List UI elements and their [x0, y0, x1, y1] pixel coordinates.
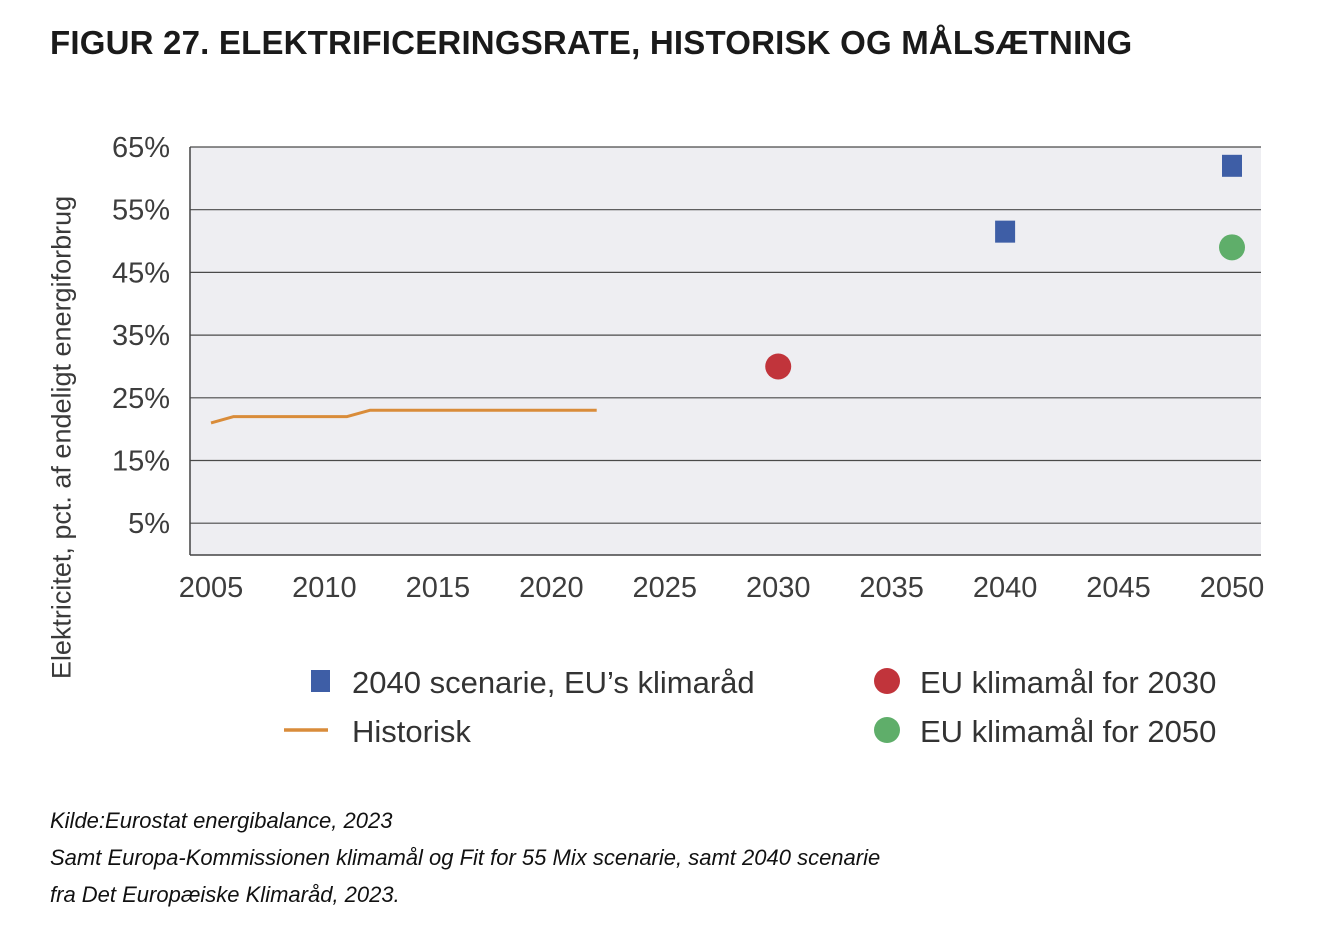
source-line-1: Kilde:Eurostat energibalance, 2023 — [50, 808, 393, 833]
y-tick-label: 55% — [112, 195, 170, 227]
x-tick-label: 2050 — [1200, 572, 1265, 604]
x-tick-label: 2035 — [859, 572, 924, 604]
x-tick-label: 2025 — [633, 572, 698, 604]
chart-title: FIGUR 27. ELEKTRIFICERINGSRATE, HISTORIS… — [50, 24, 1133, 61]
legend-label: Historisk — [352, 714, 471, 749]
x-tick-label: 2030 — [746, 572, 811, 604]
x-tick-label: 2045 — [1086, 572, 1151, 604]
source-note: Kilde:Eurostat energibalance, 2023 Samt … — [50, 802, 880, 913]
x-tick-label: 2040 — [973, 572, 1038, 604]
scenario-2040-marker — [1222, 154, 1242, 177]
y-tick-label: 5% — [128, 508, 170, 540]
legend-item: 2040 scenarie, EU’s klimaråd — [311, 665, 755, 700]
y-tick-label: 25% — [112, 383, 170, 415]
x-tick-label: 2010 — [292, 572, 357, 604]
x-tick-labels: 2005 2010 2015 2020 2025 2030 2035 2040 2045 2050 — [179, 572, 1265, 604]
y-tick-label: 15% — [112, 446, 170, 478]
x-tick-label: 2015 — [406, 572, 471, 604]
legend-item: EU klimamål for 2050 — [874, 714, 1216, 749]
legend-label: EU klimamål for 2050 — [920, 714, 1216, 749]
grid-lines — [190, 146, 1261, 524]
legend-item: EU klimamål for 2030 — [874, 665, 1216, 700]
legend-swatch — [311, 670, 330, 692]
legend-swatch — [874, 668, 900, 694]
y-tick-label: 65% — [112, 132, 170, 164]
source-line-3: fra Det Europæiske Klimaråd, 2023. — [50, 882, 400, 907]
legend-swatch — [874, 717, 900, 743]
x-tick-label: 2020 — [519, 572, 584, 604]
y-tick-label: 45% — [112, 257, 170, 289]
legend-label: 2040 scenarie, EU’s klimaråd — [352, 665, 755, 700]
source-line-2: Samt Europa-Kommissionen klimamål og Fit… — [50, 845, 881, 870]
eu-target-2030-marker — [765, 353, 792, 380]
eu-target-2050-marker — [1219, 234, 1245, 261]
scenario-2040-marker — [995, 220, 1016, 243]
y-tick-label: 35% — [112, 320, 170, 352]
y-tick-labels: 65% 55% 45% 35% 25% 15% 5% — [112, 132, 170, 540]
historisk-line — [210, 408, 597, 425]
x-tick-label: 2005 — [179, 572, 244, 604]
series-layer — [210, 154, 1245, 425]
plot-background — [190, 147, 1261, 555]
legend: 2040 scenarie, EU’s klimaråd EU klimamål … — [284, 665, 1216, 749]
legend-label: EU klimamål for 2030 — [920, 665, 1216, 700]
legend-item: Historisk — [284, 714, 471, 749]
chart-svg: 65% 55% 45% 35% 25% 15% 5% 2005 2010 2015 2020 202… — [112, 132, 1265, 749]
